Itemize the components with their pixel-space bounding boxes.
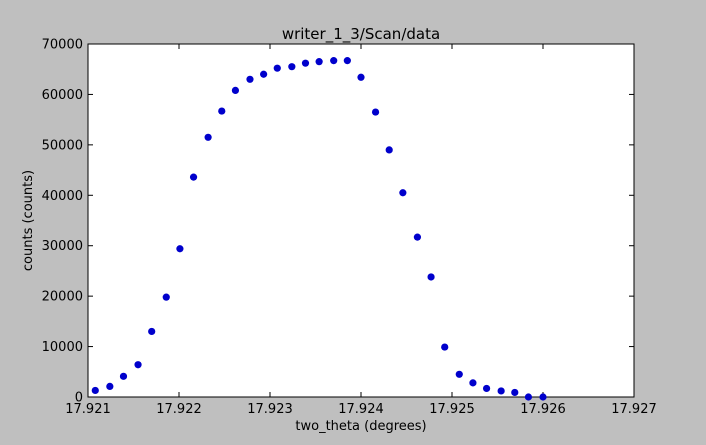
data-point: [273, 64, 281, 72]
data-point: [288, 63, 296, 71]
data-point: [218, 107, 226, 115]
y-tick-label: 10000: [42, 340, 83, 355]
x-tick-label: 17.925: [429, 402, 475, 417]
y-tick-label: 70000: [42, 38, 83, 53]
y-tick-label: 40000: [42, 189, 83, 204]
y-tick-label: 60000: [42, 88, 83, 103]
data-point: [204, 133, 212, 141]
data-points: [91, 57, 547, 401]
data-point: [134, 361, 142, 369]
data-point: [427, 273, 435, 281]
y-tick-label: 30000: [42, 239, 83, 254]
x-tick-label: 17.921: [65, 402, 111, 417]
y-tick-label: 20000: [42, 290, 83, 305]
y-tick-label: 0: [75, 391, 83, 406]
data-point: [413, 233, 422, 241]
y-tick-label: 50000: [42, 138, 83, 153]
data-point: [399, 189, 407, 197]
data-point: [511, 388, 519, 397]
data-point: [246, 75, 254, 83]
x-tick-label: 17.924: [338, 402, 384, 417]
x-axis: 17.921 17.922 17.923 17.924 17.925 17.926 17.9…: [65, 44, 657, 417]
data-point: [469, 379, 477, 387]
y-axis-label: counts (counts): [21, 170, 36, 271]
data-point: [371, 108, 380, 116]
data-point: [189, 173, 198, 181]
data-point: [497, 387, 505, 395]
data-point: [148, 327, 156, 336]
data-point: [176, 245, 184, 253]
x-tick-label: 17.922: [156, 402, 202, 417]
data-point: [343, 57, 351, 65]
x-tick-label: 17.926: [520, 402, 566, 417]
data-point: [482, 384, 491, 393]
data-point: [441, 343, 449, 351]
data-point: [330, 57, 338, 65]
data-point: [385, 146, 393, 154]
y-axis: 0 10000 20000 30000 40000 50000 60000 70000: [42, 38, 634, 406]
x-tick-label: 17.927: [611, 402, 657, 417]
data-point: [91, 386, 99, 395]
data-point: [524, 393, 533, 401]
data-point: [539, 393, 547, 401]
x-axis-label: two_theta (degrees): [295, 419, 426, 434]
data-point: [119, 372, 128, 380]
data-point: [357, 73, 365, 81]
data-point: [315, 58, 323, 66]
data-point: [301, 59, 310, 67]
data-point: [106, 382, 114, 391]
data-point: [455, 370, 463, 378]
plot-area: [87, 43, 635, 398]
data-point: [260, 70, 268, 78]
data-point: [162, 293, 170, 301]
x-tick-label: 17.923: [247, 402, 293, 417]
chart-title: writer_1_3/Scan/data: [282, 25, 440, 44]
data-point: [231, 86, 240, 94]
